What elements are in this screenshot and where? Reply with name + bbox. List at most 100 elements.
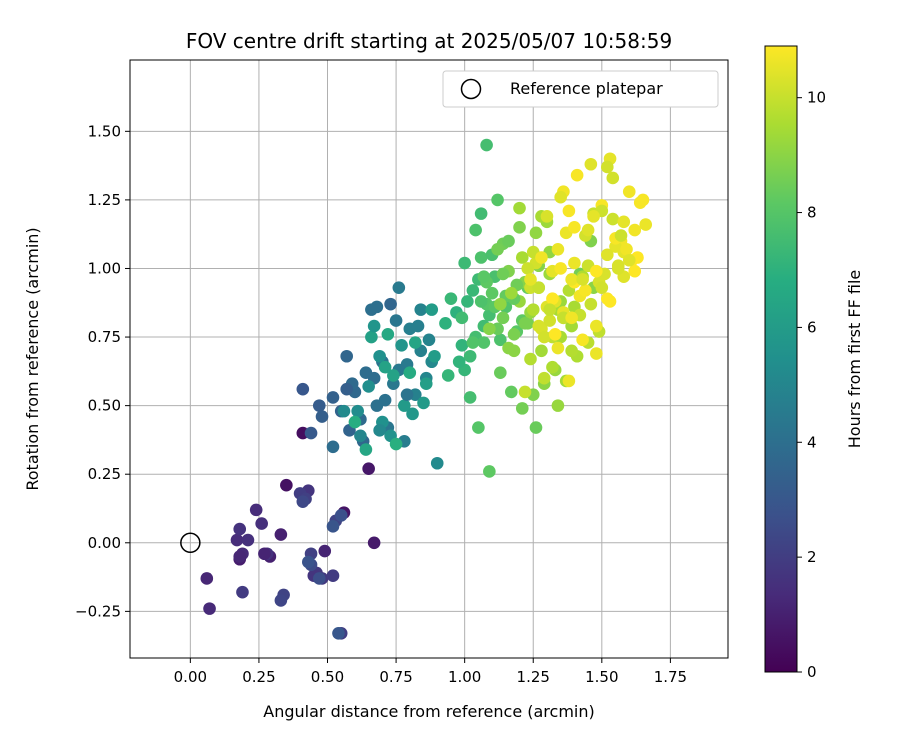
- data-point: [463, 349, 477, 363]
- data-point: [513, 201, 526, 215]
- data-point: [494, 333, 507, 347]
- data-point: [504, 286, 518, 300]
- data-point: [551, 242, 565, 256]
- data-point: [584, 157, 598, 171]
- data-point: [483, 465, 496, 478]
- legend-box: [442, 70, 719, 108]
- data-point: [417, 396, 430, 410]
- data-point: [620, 242, 633, 256]
- data-point: [318, 544, 332, 558]
- data-point: [233, 522, 247, 536]
- colorbar-label: Hours from first FF file: [845, 270, 864, 449]
- data-point: [496, 311, 510, 325]
- data-point: [400, 388, 414, 401]
- data-point: [458, 256, 471, 270]
- data-point: [526, 303, 540, 316]
- data-point: [378, 393, 392, 407]
- reference-platepar-marker: [180, 532, 201, 554]
- data-point: [496, 267, 510, 281]
- data-point: [546, 292, 559, 305]
- legend-entry-reference-platepar: Reference platepar: [510, 79, 663, 98]
- colorbar-tick-label: 6: [807, 318, 817, 336]
- data-point: [326, 440, 340, 454]
- data-point: [422, 333, 436, 347]
- data-point: [469, 223, 482, 237]
- colorbar-tick-label: 2: [807, 548, 817, 566]
- y-tick-label: 0.75: [88, 328, 121, 346]
- data-point: [543, 314, 556, 327]
- data-point: [425, 303, 439, 316]
- data-point: [430, 456, 444, 470]
- data-point: [581, 223, 595, 237]
- y-tick-label: 0.25: [88, 465, 121, 483]
- data-point: [381, 328, 395, 341]
- data-point: [370, 300, 384, 314]
- data-point: [477, 270, 491, 284]
- data-point: [389, 314, 403, 327]
- data-point: [584, 297, 598, 311]
- data-point: [622, 185, 636, 198]
- data-point: [515, 251, 529, 264]
- x-tick-label: 0.50: [311, 668, 344, 686]
- data-point: [603, 295, 617, 308]
- data-point: [601, 248, 614, 262]
- data-point: [524, 273, 537, 286]
- data-point: [455, 311, 469, 325]
- data-point: [408, 336, 422, 349]
- data-point: [340, 349, 354, 363]
- data-point: [570, 168, 584, 182]
- x-tick-label: 0.00: [174, 668, 207, 686]
- data-point: [373, 424, 386, 437]
- data-point: [233, 550, 247, 563]
- data-point: [587, 210, 600, 223]
- data-point: [348, 415, 362, 429]
- data-point: [576, 273, 589, 286]
- colorbar-tick-label: 8: [807, 204, 817, 222]
- data-point: [359, 443, 373, 456]
- data-point: [351, 404, 364, 418]
- y-tick-label: 0.50: [88, 397, 121, 415]
- x-axis-label: Angular distance from reference (arcmin): [263, 702, 594, 721]
- data-point: [535, 251, 548, 264]
- data-point: [466, 336, 480, 349]
- y-tick-label: 1.25: [88, 191, 121, 209]
- data-point: [535, 344, 548, 358]
- x-tick-label: 0.75: [379, 668, 412, 686]
- data-point: [532, 281, 546, 294]
- data-point: [395, 338, 408, 352]
- data-point: [518, 385, 532, 399]
- data-point: [474, 295, 488, 308]
- data-point: [312, 399, 326, 412]
- data-point: [617, 215, 631, 229]
- data-point: [326, 391, 340, 404]
- data-point: [255, 517, 268, 530]
- data-point: [548, 328, 562, 341]
- data-point: [241, 533, 255, 547]
- data-point: [387, 369, 400, 382]
- x-tick-label: 1.75: [654, 668, 687, 686]
- data-point: [540, 210, 554, 223]
- data-point: [296, 495, 310, 508]
- colorbar-tick-label: 4: [807, 433, 817, 451]
- data-point: [532, 319, 546, 333]
- data-point: [362, 380, 375, 393]
- data-point: [472, 421, 485, 434]
- data-point: [515, 402, 529, 415]
- data-point: [463, 391, 477, 404]
- legend: Reference platepar: [442, 70, 719, 108]
- y-axis-ticks: −0.25 0.00 0.25 0.50 0.75 1.00 1.25 1.50: [75, 122, 130, 620]
- data-point: [312, 572, 326, 585]
- data-point: [392, 281, 406, 294]
- data-point: [326, 569, 340, 583]
- colorbar-tick-label: 10: [807, 89, 826, 107]
- data-point: [337, 404, 351, 418]
- data-point: [334, 509, 348, 522]
- data-point: [302, 555, 315, 569]
- data-point: [554, 190, 567, 204]
- data-point: [565, 311, 578, 325]
- data-point: [428, 349, 441, 363]
- data-point: [576, 333, 589, 347]
- data-point: [332, 627, 345, 640]
- x-axis-ticks: 0.00 0.25 0.50 0.75 1.00 1.25 1.50 1.75: [174, 658, 687, 686]
